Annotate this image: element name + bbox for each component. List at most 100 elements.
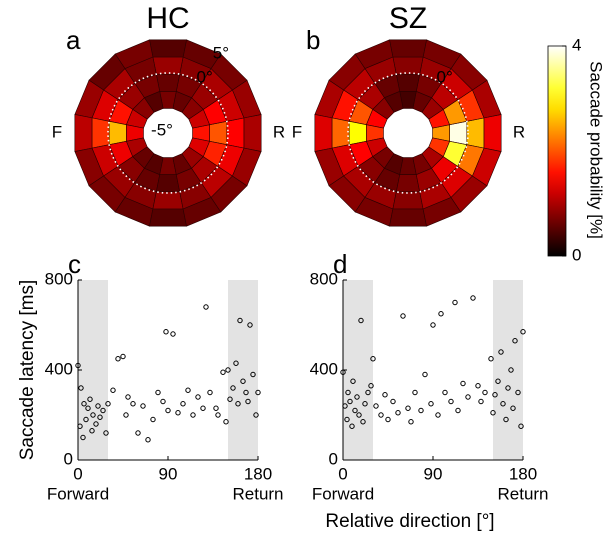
point	[78, 385, 84, 391]
point	[373, 403, 379, 409]
point	[230, 385, 236, 391]
shaded-region	[78, 280, 108, 460]
point	[395, 410, 401, 416]
y-tick-label: 0	[64, 449, 73, 468]
heatmap-cell	[155, 73, 181, 92]
heatmap-cell	[449, 120, 468, 146]
panel-label: d	[333, 249, 347, 279]
point	[87, 396, 93, 402]
point	[97, 414, 103, 420]
point	[500, 401, 506, 407]
heatmap-cell	[331, 117, 350, 149]
point	[223, 419, 229, 425]
heatmap-cell	[395, 174, 421, 193]
shaded-region	[228, 280, 258, 460]
point	[110, 387, 116, 393]
point	[349, 423, 355, 429]
panel-title: SZ	[389, 2, 427, 35]
ring-tick-label: -5°	[151, 120, 173, 139]
point	[412, 389, 418, 396]
point	[175, 410, 181, 416]
point	[220, 369, 226, 375]
y-tick-label: 400	[45, 359, 73, 378]
point	[247, 322, 253, 328]
heatmap-cell	[209, 120, 228, 146]
point	[345, 389, 351, 396]
side-label: R	[513, 122, 525, 141]
point	[225, 367, 231, 373]
point	[215, 412, 221, 418]
point	[77, 423, 83, 429]
point	[80, 434, 86, 441]
point	[130, 401, 136, 407]
point	[213, 405, 219, 411]
point	[352, 407, 358, 414]
shaded-region	[493, 280, 523, 460]
heatmap-cell	[472, 147, 502, 187]
heatmap-cell	[232, 147, 262, 187]
colorbar-label: Saccade probability [%]	[587, 61, 606, 239]
point	[400, 313, 406, 319]
point	[135, 430, 141, 436]
point	[438, 311, 444, 317]
point	[255, 389, 261, 396]
point	[203, 304, 209, 310]
point	[237, 317, 243, 324]
heatmap-cell	[392, 191, 424, 210]
heatmap-cell	[348, 120, 367, 146]
point	[382, 392, 388, 398]
x-end-label: Return	[232, 484, 283, 503]
point	[460, 380, 466, 387]
point	[245, 398, 251, 405]
point	[240, 378, 246, 384]
point	[442, 389, 448, 396]
point	[430, 322, 436, 328]
point	[200, 405, 206, 411]
point	[123, 412, 129, 418]
point	[342, 403, 348, 409]
point	[207, 389, 213, 396]
point	[195, 394, 201, 400]
point	[155, 389, 161, 396]
heatmap-cell	[152, 56, 184, 75]
point	[498, 349, 504, 355]
ring-line	[107, 72, 229, 194]
point	[233, 360, 239, 366]
point	[475, 383, 481, 389]
point	[455, 407, 461, 414]
point	[370, 356, 376, 362]
point	[350, 378, 356, 384]
point	[520, 329, 526, 335]
heatmap-cell	[389, 208, 427, 227]
y-tick-label: 800	[45, 269, 73, 288]
point	[452, 299, 458, 306]
side-label: F	[292, 122, 302, 141]
point	[505, 385, 511, 391]
point	[428, 401, 434, 407]
heatmap-cell	[226, 117, 245, 149]
point	[344, 416, 350, 423]
point	[360, 419, 366, 425]
point	[490, 410, 496, 416]
heatmap-cell	[152, 191, 184, 210]
point	[347, 398, 353, 405]
point	[512, 338, 518, 344]
point	[408, 419, 414, 425]
x-end-label: Forward	[47, 484, 109, 503]
point	[180, 401, 186, 407]
point	[140, 403, 146, 409]
point	[160, 398, 166, 405]
point	[170, 331, 176, 337]
y-axis-label: Saccade latency [ms]	[17, 280, 38, 461]
point	[405, 405, 411, 411]
point	[90, 412, 96, 418]
point	[356, 412, 362, 418]
heatmap-cell	[108, 120, 127, 146]
point	[510, 405, 516, 411]
point	[125, 394, 131, 400]
point	[354, 394, 360, 400]
point	[465, 394, 471, 400]
ring-tick-label: 0°	[197, 68, 213, 87]
point	[448, 398, 454, 405]
